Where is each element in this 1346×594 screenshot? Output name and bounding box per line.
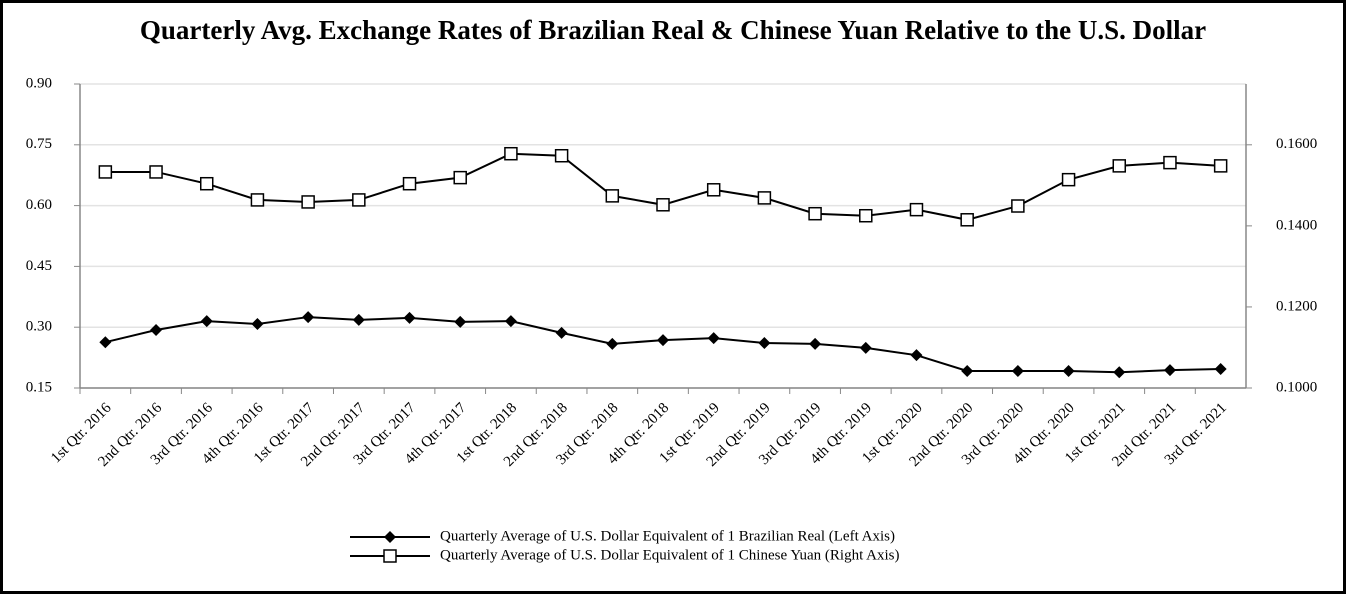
chart-title: Quarterly Avg. Exchange Rates of Brazili… xyxy=(140,15,1206,45)
data-point xyxy=(859,208,873,223)
data-point xyxy=(453,170,467,185)
data-point xyxy=(302,311,315,324)
data-point xyxy=(809,337,822,350)
data-point xyxy=(758,337,771,350)
data-point xyxy=(99,336,112,349)
data-point xyxy=(910,349,923,362)
legend-marker xyxy=(383,549,397,563)
data-point xyxy=(251,317,264,330)
data-point xyxy=(1113,366,1126,379)
data-point xyxy=(150,324,163,337)
data-point xyxy=(1061,172,1076,187)
data-point xyxy=(1112,159,1127,173)
data-point xyxy=(98,165,113,179)
data-point xyxy=(403,311,416,324)
data-point xyxy=(352,193,366,207)
data-point xyxy=(1011,199,1025,213)
data-point xyxy=(657,334,669,347)
data-point xyxy=(301,195,315,209)
data-point xyxy=(606,337,619,350)
data-point xyxy=(961,364,974,377)
data-point xyxy=(707,332,720,345)
data-point xyxy=(1163,364,1176,377)
data-point xyxy=(1213,159,1228,173)
data-point xyxy=(808,206,822,221)
y-tick-label: 0.45 xyxy=(26,258,52,274)
y2-tick-label: 0.1600 xyxy=(1276,136,1317,152)
data-point xyxy=(1062,364,1075,377)
data-point xyxy=(859,341,872,354)
data-point xyxy=(250,193,265,207)
data-point xyxy=(960,213,974,227)
data-point xyxy=(757,191,772,205)
data-point xyxy=(504,315,517,328)
data-point xyxy=(706,183,721,197)
data-point xyxy=(554,148,569,163)
data-point xyxy=(605,189,620,203)
data-point xyxy=(555,326,568,339)
y2-tick-label: 0.1200 xyxy=(1276,298,1317,314)
data-point xyxy=(149,165,163,179)
data-point xyxy=(504,146,518,161)
data-point xyxy=(402,176,417,191)
data-point xyxy=(909,202,924,217)
y-tick-label: 0.90 xyxy=(26,75,52,91)
legend-label: Quarterly Average of U.S. Dollar Equival… xyxy=(440,528,895,544)
data-point xyxy=(1163,155,1177,170)
data-point xyxy=(454,315,467,328)
data-point xyxy=(199,176,214,191)
y-tick-label: 0.15 xyxy=(26,379,52,395)
data-point xyxy=(656,198,670,212)
data-point xyxy=(1011,364,1024,377)
legend-marker xyxy=(384,531,396,543)
data-point xyxy=(1214,362,1227,375)
y-tick-label: 0.30 xyxy=(26,319,52,335)
y-tick-label: 0.60 xyxy=(26,197,52,213)
y-tick-label: 0.75 xyxy=(26,136,52,152)
data-point xyxy=(200,315,213,328)
y2-tick-label: 0.1400 xyxy=(1276,217,1317,233)
data-point xyxy=(352,313,365,326)
legend-label: Quarterly Average of U.S. Dollar Equival… xyxy=(440,547,900,563)
y2-tick-label: 0.1000 xyxy=(1276,379,1317,395)
